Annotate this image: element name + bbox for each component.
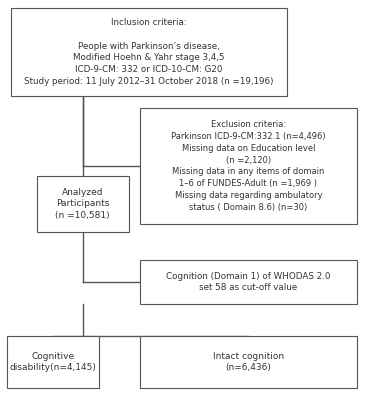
FancyBboxPatch shape bbox=[140, 336, 357, 388]
FancyBboxPatch shape bbox=[7, 336, 99, 388]
FancyBboxPatch shape bbox=[140, 260, 357, 304]
Text: Exclusion criteria:
Parkinson ICD-9-CM:332.1 (n=4,496)
Missing data on Education: Exclusion criteria: Parkinson ICD-9-CM:3… bbox=[171, 120, 326, 212]
Text: Cognition (Domain 1) of WHODAS 2.0
set 58 as cut-off value: Cognition (Domain 1) of WHODAS 2.0 set 5… bbox=[166, 272, 331, 292]
FancyBboxPatch shape bbox=[37, 176, 129, 232]
FancyBboxPatch shape bbox=[11, 8, 287, 96]
Text: Cognitive
disability(n=4,145): Cognitive disability(n=4,145) bbox=[10, 352, 97, 372]
Text: Analyzed
Participants
(n =10,581): Analyzed Participants (n =10,581) bbox=[56, 188, 110, 220]
FancyBboxPatch shape bbox=[140, 108, 357, 224]
Text: Intact cognition
(n=6,436): Intact cognition (n=6,436) bbox=[213, 352, 284, 372]
Text: Inclusion criteria:

People with Parkinson’s disease,
Modified Hoehn & Yahr stag: Inclusion criteria: People with Parkinso… bbox=[24, 18, 274, 86]
